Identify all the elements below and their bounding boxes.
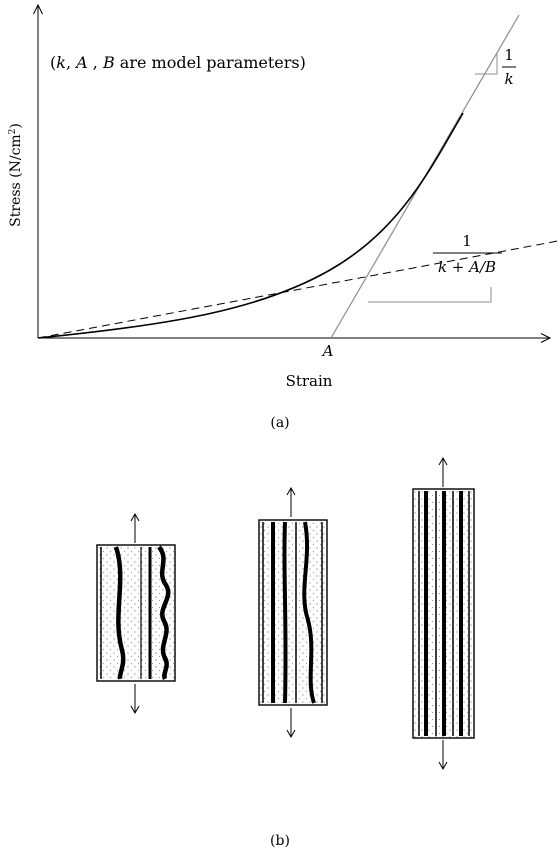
slope-low-numerator: 1 <box>462 232 472 250</box>
x-axis-label: Strain <box>286 372 333 390</box>
caption-b: (b) <box>270 833 290 849</box>
slope-high-numerator: 1 <box>504 46 514 64</box>
x-axis-arrowhead <box>540 333 552 343</box>
fiber <box>113 546 126 680</box>
tension-arrowhead-up <box>130 512 140 522</box>
x-marker-A: A <box>321 342 334 360</box>
caption-a: (a) <box>270 415 289 431</box>
fiber <box>282 521 288 704</box>
y-axis-label-text: Stress (N/cm <box>8 134 24 227</box>
slope-high-denominator: k <box>504 70 513 88</box>
stress-strain-plot: (k, A , B are model parameters) Stress (… <box>8 3 559 431</box>
specimen-body <box>258 519 328 706</box>
y-axis-label: Stress (N/cm2) <box>8 123 24 227</box>
y-axis-label-close: ) <box>8 123 24 128</box>
fiber <box>302 521 316 704</box>
y-axis-arrowhead <box>33 3 43 15</box>
slope-low-denominator: k + A/B <box>438 258 496 276</box>
tension-arrowhead-down <box>286 729 296 739</box>
initial-slope-dashed-line <box>37 240 559 339</box>
note-rest: are model parameters) <box>115 53 306 72</box>
tension-arrowhead-up <box>438 456 448 466</box>
axes <box>33 3 552 343</box>
slope-label-high: 1 k <box>502 46 516 88</box>
slope-triangle-low <box>368 287 492 303</box>
note-sep2: , <box>88 53 103 72</box>
fiber-specimens: (b) <box>96 456 475 849</box>
slope-label-low: 1 k + A/B <box>433 232 502 276</box>
tension-arrowhead-down <box>438 761 448 771</box>
note-sep1: , <box>66 53 76 72</box>
y-axis-label-sup: 2 <box>8 129 18 135</box>
specimen-partially-straightened <box>258 486 328 739</box>
model-parameters-note: (k, A , B are model parameters) <box>50 53 306 72</box>
note-B: B <box>102 53 115 72</box>
specimen-slack <box>96 512 176 715</box>
note-open: ( <box>50 53 56 72</box>
tension-arrowhead-down <box>130 705 140 715</box>
note-A: A <box>74 53 88 72</box>
note-k: k <box>56 53 66 72</box>
tension-arrowhead-up <box>286 486 296 496</box>
slope-triangle-high <box>475 53 498 75</box>
specimen-straight <box>412 456 475 771</box>
stress-strain-curve <box>37 112 464 339</box>
fiber <box>157 545 171 681</box>
